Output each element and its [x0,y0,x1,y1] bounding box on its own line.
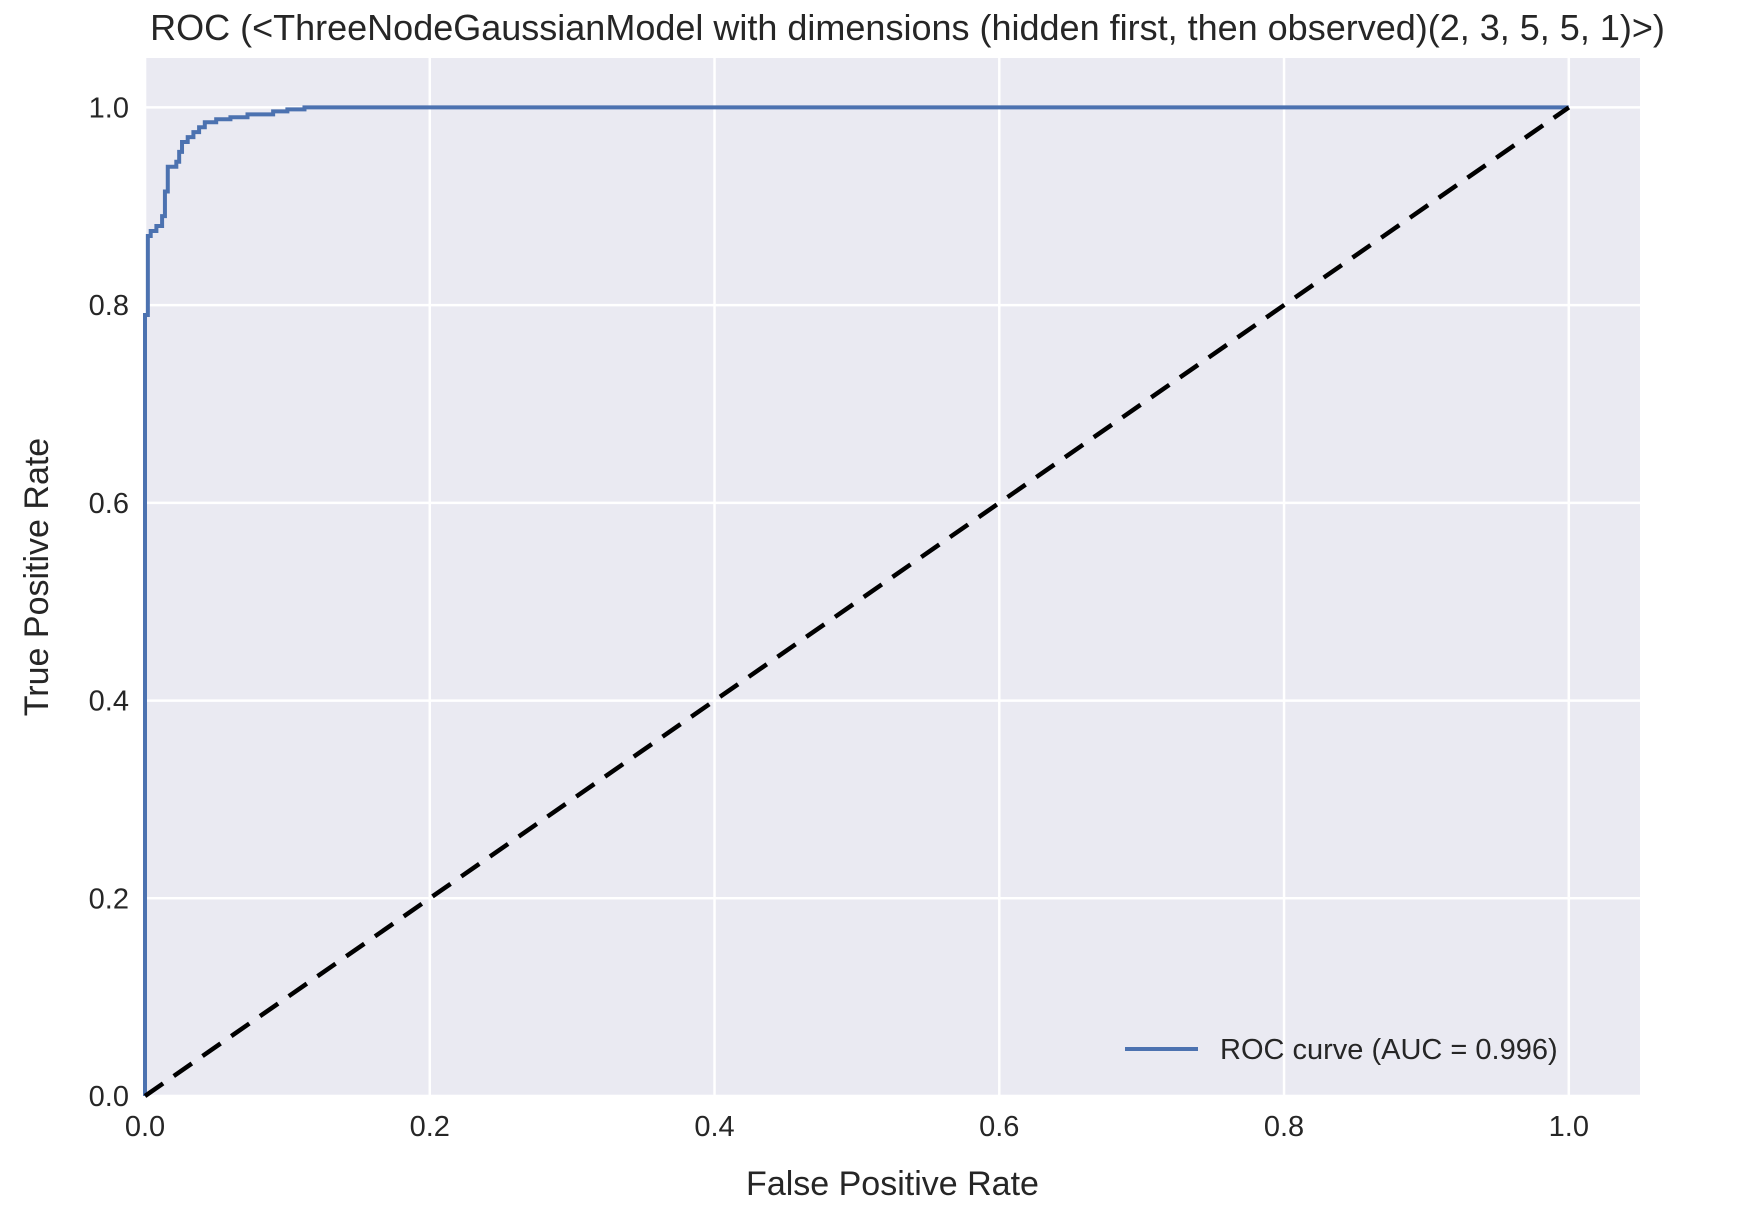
series-lines [143,105,1571,1098]
x-axis-label: False Positive Rate [746,1165,1039,1203]
y-tick-label: 0.6 [89,488,129,520]
x-tick-labels: 0.0 0.2 0.4 0.6 0.8 1.0 [125,1111,1589,1143]
x-tick-label: 0.0 [125,1111,165,1143]
x-tick-label: 1.0 [1549,1111,1589,1143]
chance-line [143,105,1571,1098]
x-tick-label: 0.2 [410,1111,450,1143]
chart-title: ROC (<ThreeNodeGaussianModel with dimens… [150,7,1665,48]
y-tick-labels: 0.0 0.2 0.4 0.6 0.8 1.0 [89,92,129,1113]
roc-curve-line [143,105,1569,1096]
grid-lines [143,58,1640,1098]
y-tick-label: 1.0 [89,92,129,124]
x-tick-label: 0.6 [979,1111,1019,1143]
y-tick-label: 0.4 [89,686,129,718]
y-tick-label: 0.0 [89,1081,129,1113]
x-tick-label: 0.8 [1264,1111,1304,1143]
legend: ROC curve (AUC = 0.996) [1125,1034,1558,1066]
legend-label-roc: ROC curve (AUC = 0.996) [1220,1034,1558,1066]
y-axis-label: True Positive Rate [18,438,56,716]
y-tick-label: 0.2 [89,883,129,915]
y-tick-label: 0.8 [89,290,129,322]
x-tick-label: 0.4 [694,1111,734,1143]
